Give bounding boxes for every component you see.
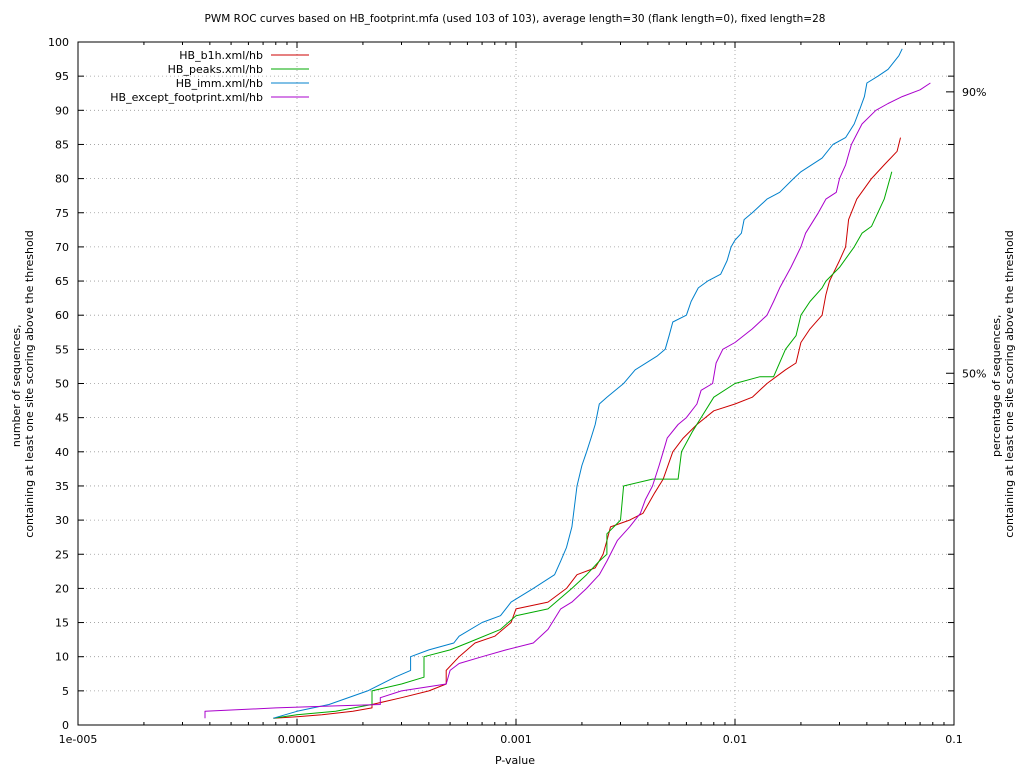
y-tick-label: 90 — [55, 104, 69, 117]
y-tick-label: 80 — [55, 173, 69, 186]
y-tick-label: 65 — [55, 275, 69, 288]
axis-ticks: 0 5 10 15 20 25 30 35 40 45 50 55 60 65 70 75 80 85 90 95 10… — [48, 36, 986, 746]
y-tick-label: 50 — [55, 378, 69, 391]
chart-title: PWM ROC curves based on HB_footprint.mfa… — [205, 13, 826, 25]
y-tick-label: 10 — [55, 651, 69, 664]
x-tick-label: 0.0001 — [278, 733, 317, 746]
y2-tick-label: 50% — [962, 367, 986, 380]
y-tick-label: 100 — [48, 36, 69, 49]
y-tick-label: 85 — [55, 138, 69, 151]
legend-label-4: HB_except_footprint.xml/hb — [110, 91, 263, 104]
y-axis-label-line2: containing at least one site scoring abo… — [23, 230, 36, 537]
series-line-4 — [204, 82, 931, 719]
y-tick-label: 45 — [55, 412, 69, 425]
series-line-2 — [273, 171, 893, 719]
grid-lines — [78, 42, 954, 725]
y-tick-label: 5 — [62, 685, 69, 698]
y-tick-label: 30 — [55, 514, 69, 527]
x-tick-label: 0.01 — [723, 733, 748, 746]
y2-axis-label-line1: percentage of sequences, — [990, 315, 1003, 457]
y-tick-label: 40 — [55, 446, 69, 459]
y-tick-label: 0 — [62, 719, 69, 732]
y2-tick-label: 90% — [962, 86, 986, 99]
y2-axis-label-line2: containing at least one site scoring abo… — [1003, 230, 1016, 537]
y-tick-label: 95 — [55, 70, 69, 83]
x-tick-label: 0.1 — [945, 733, 963, 746]
y-tick-label: 20 — [55, 582, 69, 595]
x-tick-label: 1e-005 — [59, 733, 98, 746]
legend-label-2: HB_peaks.xml/hb — [168, 63, 263, 76]
legend: HB_b1h.xml/hbHB_peaks.xml/hbHB_imm.xml/h… — [110, 49, 309, 104]
x-tick-label: 0.001 — [500, 733, 532, 746]
y-tick-label: 35 — [55, 480, 69, 493]
y-tick-label: 75 — [55, 207, 69, 220]
y-tick-label: 60 — [55, 309, 69, 322]
series-line-3 — [273, 48, 903, 719]
y-tick-label: 55 — [55, 343, 69, 356]
series-line-1 — [273, 137, 901, 719]
legend-label-1: HB_b1h.xml/hb — [179, 49, 263, 62]
y-tick-label: 70 — [55, 241, 69, 254]
y2-axis-label: percentage of sequences, containing at l… — [990, 230, 1016, 537]
legend-label-3: HB_imm.xml/hb — [176, 77, 263, 90]
y-tick-label: 15 — [55, 617, 69, 630]
y-tick-label: 25 — [55, 548, 69, 561]
y-axis-label-line1: number of sequences, — [10, 324, 23, 447]
x-axis-label: P-value — [495, 754, 535, 767]
plot-series — [204, 48, 931, 719]
y-axis-label: number of sequences, containing at least… — [10, 230, 36, 537]
